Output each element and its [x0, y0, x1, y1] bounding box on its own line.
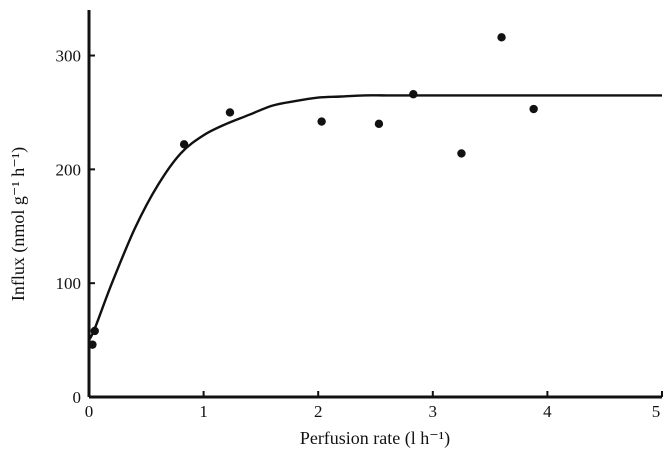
x-tick-label-1: 1 — [199, 402, 208, 421]
x-tick-label-4: 4 — [543, 402, 552, 421]
data-point-5 — [374, 119, 384, 129]
data-points — [88, 33, 538, 349]
data-point-0 — [88, 340, 97, 349]
x-tick-label-5: 5 — [652, 402, 661, 421]
data-point-2 — [179, 140, 189, 149]
y-ticks: 0 100 200 300 — [56, 47, 95, 407]
y-tick-label-1: 100 — [56, 274, 82, 293]
y-axis-label: Influx (nmol g⁻¹ h⁻¹) — [8, 147, 29, 301]
y-tick-label-0: 0 — [73, 388, 82, 407]
data-point-6 — [409, 90, 418, 99]
plot-area: 0 1 2 3 4 5 0 100 200 300 — [56, 10, 663, 421]
data-point-4 — [317, 117, 326, 126]
data-point-1 — [90, 326, 99, 336]
fit-curve — [87, 94, 662, 341]
data-point-8 — [497, 33, 506, 42]
x-tick-label-2: 2 — [314, 402, 323, 421]
y-tick-label-2: 200 — [56, 160, 82, 179]
x-tick-label-3: 3 — [429, 402, 438, 421]
x-axis-label: Perfusion rate (l h⁻¹) — [300, 428, 450, 449]
y-tick-label-3: 300 — [56, 47, 82, 66]
data-point-7 — [457, 149, 466, 158]
x-tick-label-0: 0 — [85, 402, 94, 421]
data-point-3 — [225, 108, 235, 117]
data-point-9 — [529, 104, 538, 114]
